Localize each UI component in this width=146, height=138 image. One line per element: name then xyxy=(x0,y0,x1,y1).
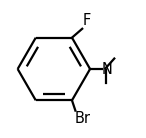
Text: Br: Br xyxy=(75,111,91,126)
Text: F: F xyxy=(83,13,91,28)
Text: N: N xyxy=(102,62,113,76)
